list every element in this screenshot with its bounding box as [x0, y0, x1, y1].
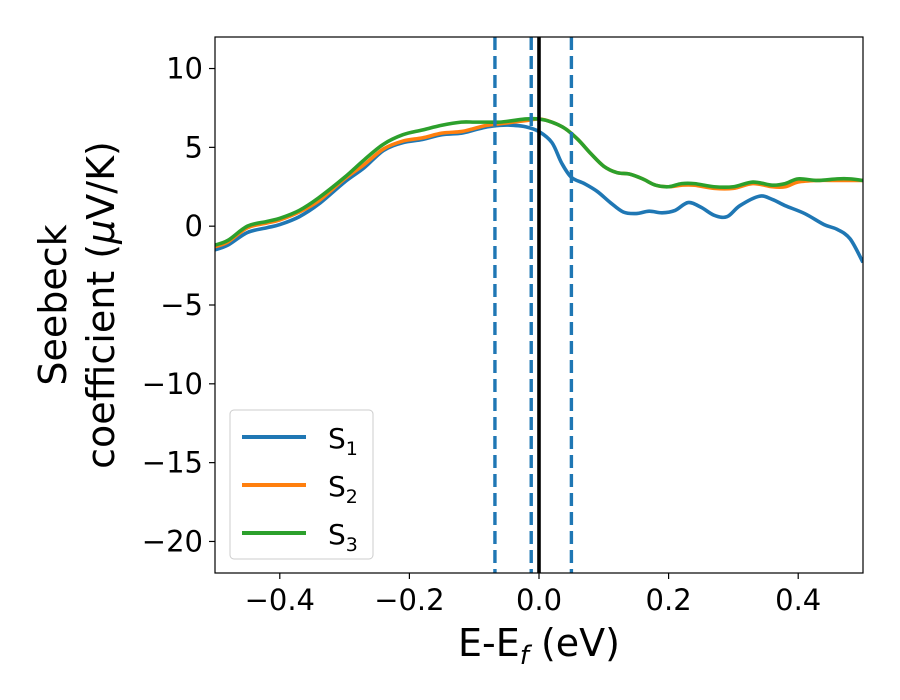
series-line-S3	[215, 116, 863, 247]
y-axis-label-line2: coefficient (μV/K)	[79, 141, 123, 469]
series-line-S1	[215, 123, 863, 264]
x-axis-label: E-Ef (eV)	[458, 621, 620, 671]
ticks-layer: −0.4 −0.2 0.0 0.2 0.4 10 5 0 −5 −10 −15 −20	[142, 52, 821, 617]
y-axis-label-line1: Seebeck	[31, 224, 75, 385]
legend: S1 S2 S3	[229, 409, 374, 560]
legend-label: S3	[328, 518, 358, 556]
legend-label: S2	[328, 470, 358, 508]
x-tick-label: −0.4	[245, 583, 315, 617]
y-axis-label-suffix: V/K)	[79, 141, 123, 220]
series-layer	[215, 116, 863, 264]
y-tick-label: −5	[160, 288, 203, 322]
legend-label: S1	[328, 422, 358, 460]
y-tick-label: 10	[166, 52, 203, 86]
y-tick-label: 5	[185, 130, 203, 164]
x-tick-label: 0.0	[516, 583, 562, 617]
x-tick-label: 0.4	[775, 583, 821, 617]
vertical-lines-layer	[493, 37, 574, 573]
x-tick-label: −0.2	[374, 583, 444, 617]
y-tick-label: −10	[142, 367, 203, 401]
x-tick-label: 0.2	[646, 583, 692, 617]
y-tick-label: −20	[142, 524, 203, 558]
y-tick-label: −15	[142, 446, 203, 480]
y-tick-label: 0	[185, 209, 203, 243]
x-axis-label-main: E-E	[458, 621, 520, 665]
y-axis-label-mu: μ	[79, 220, 123, 245]
x-axis-label-unit: (eV)	[529, 621, 620, 665]
y-axis-label-prefix: coefficient (	[79, 244, 123, 469]
